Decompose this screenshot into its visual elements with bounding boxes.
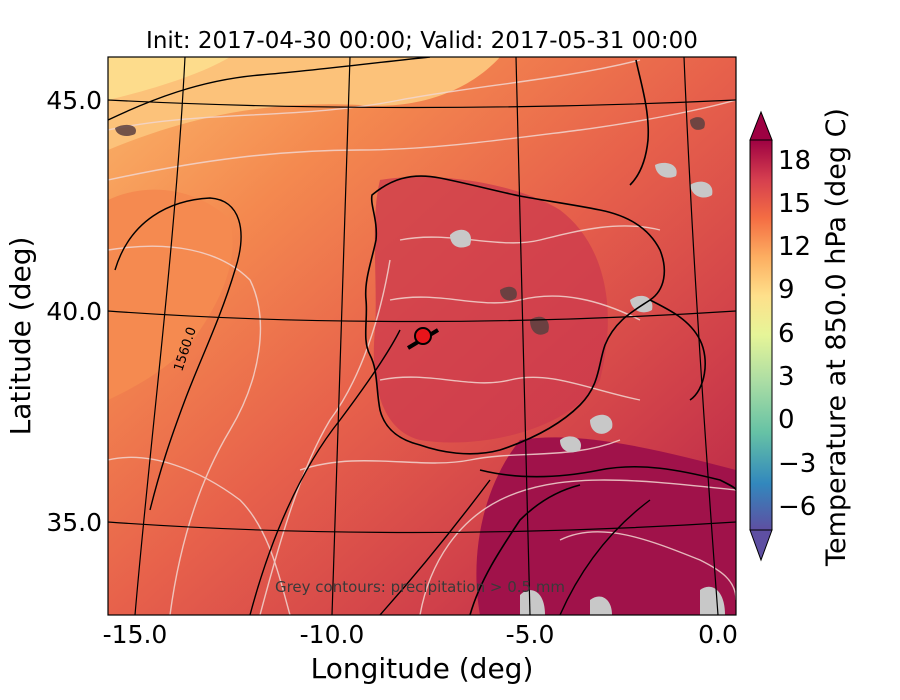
colorbar-tick-label: 12	[778, 232, 811, 262]
geopotential-contours	[108, 57, 651, 615]
graticule	[108, 57, 736, 615]
y-axis-label: Latitude (deg)	[4, 237, 37, 436]
y-axis-ticks: 45.0 40.0 35.0	[46, 86, 102, 537]
colorbar-tick-label: −3	[778, 449, 816, 479]
map-title: Init: 2017-04-30 00:00; Valid: 2017-05-3…	[146, 28, 698, 54]
colorbar-label: Temperature at 850.0 hPa (deg C)	[821, 108, 852, 567]
x-tick-label: 0.0	[698, 620, 738, 649]
colorbar-tick-label: −6	[778, 492, 816, 522]
hot-region-iberia	[373, 176, 608, 443]
cool-region-west	[108, 189, 233, 400]
terrain-patches	[115, 117, 705, 335]
cool-region-north	[108, 57, 500, 150]
y-tick-label: 35.0	[46, 508, 102, 537]
hot-region-southeast	[476, 437, 736, 615]
station-marker	[406, 327, 440, 350]
colorbar-tick-label: 9	[778, 275, 795, 305]
temperature-contours	[108, 59, 736, 615]
colorbar: 18 15 12 9 6 3 0 −3 −6 Temperature at 85…	[749, 108, 852, 567]
colorbar-tick-label: 18	[778, 146, 811, 176]
x-tick-label: -15.0	[103, 620, 168, 649]
x-axis-ticks: -15.0 -10.0 -5.0 0.0	[103, 620, 738, 649]
x-tick-label: -5.0	[506, 620, 555, 649]
colorbar-tick-label: 15	[778, 189, 811, 219]
colorbar-tick-label: 0	[778, 405, 795, 435]
colorbar-ticks: 18 15 12 9 6 3 0 −3 −6	[778, 146, 816, 522]
map-panel: 1560.0 Grey contours: precipitation > 0.…	[108, 57, 736, 615]
colorbar-extend-min	[749, 529, 773, 562]
x-axis-label: Longitude (deg)	[311, 652, 534, 685]
x-tick-label: -10.0	[300, 620, 365, 649]
colorbar-tick-label: 3	[778, 362, 795, 392]
coastlines	[364, 59, 736, 615]
cold-core-northwest	[108, 57, 230, 100]
precipitation-annotation: Grey contours: precipitation > 0.5 mm	[275, 578, 565, 596]
y-tick-label: 45.0	[46, 86, 102, 115]
colorbar-extend-max	[749, 110, 773, 141]
colorbar-scale	[749, 139, 773, 531]
map-frame	[107, 56, 737, 616]
y-tick-label: 40.0	[46, 297, 102, 326]
colorbar-tick-label: 6	[778, 319, 795, 349]
precipitation-areas	[450, 162, 725, 615]
